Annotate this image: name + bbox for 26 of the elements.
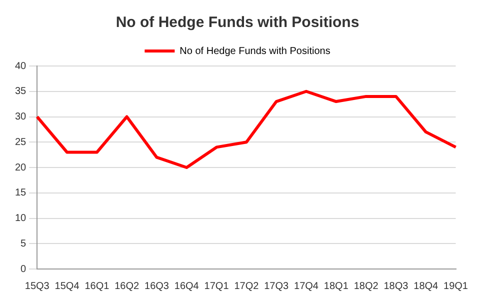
y-tick-label: 15 [15, 188, 27, 199]
y-tick-label: 20 [15, 162, 27, 174]
x-tick-label: 17Q4 [294, 280, 319, 292]
y-tick-label: 5 [20, 238, 27, 250]
x-tick-label: 15Q4 [54, 280, 80, 292]
x-tick-label: 18Q4 [414, 280, 439, 292]
y-tick-label: 30 [15, 112, 27, 122]
y-tick-label: 25 [15, 136, 27, 148]
y-tick-label: 35 [15, 86, 27, 98]
x-tick-label: 16Q2 [114, 280, 140, 292]
x-tick-label: 17Q1 [204, 280, 230, 292]
x-tick-label: 18Q2 [354, 280, 379, 292]
x-tick-label: 18Q1 [324, 280, 349, 292]
x-tick-label: 18Q3 [384, 280, 409, 292]
x-tick-label: 17Q2 [234, 280, 260, 292]
chart-title: No of Hedge Funds with Positions [116, 14, 360, 32]
x-tick-label: 16Q4 [174, 280, 200, 292]
x-tick-label: 15Q3 [24, 280, 50, 292]
y-tick-label: 0 [20, 264, 27, 275]
x-tick-label: 17Q3 [264, 280, 290, 292]
y-tick-label: 10 [15, 213, 27, 224]
x-tick-label: 19Q1 [444, 280, 468, 292]
legend-label: No of Hedge Funds with Positions [180, 46, 330, 57]
x-tick-label: 16Q1 [84, 280, 110, 292]
y-tick-label: 40 [15, 60, 27, 72]
x-tick-label: 16Q3 [144, 280, 170, 292]
